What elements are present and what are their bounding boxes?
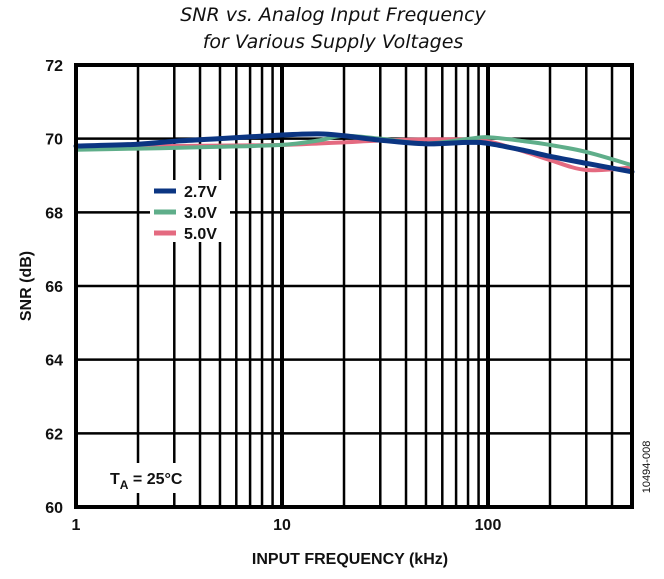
annotation-text: TA = 25°C bbox=[110, 471, 183, 492]
y-axis-label: SNR (dB) bbox=[18, 251, 35, 321]
legend: 2.7V 3.0V 5.0V bbox=[150, 180, 230, 243]
chart-title-line-2: for Various Supply Voltages bbox=[203, 31, 464, 53]
x-tick-label: 1 bbox=[72, 517, 81, 534]
chart-title-line-1: SNR vs. Analog Input Frequency bbox=[180, 4, 486, 26]
series-group bbox=[73, 131, 635, 175]
series-line-2-7v bbox=[73, 131, 635, 175]
figure-id: 10494-008 bbox=[641, 441, 653, 494]
x-tick-label: 100 bbox=[475, 517, 502, 534]
y-tick-label: 64 bbox=[45, 353, 63, 370]
y-tick-label: 70 bbox=[45, 132, 63, 149]
temperature-annotation: TA = 25°C bbox=[103, 463, 195, 493]
legend-label: 5.0V bbox=[184, 226, 217, 243]
legend-label: 3.0V bbox=[184, 205, 217, 222]
y-tick-label: 62 bbox=[45, 426, 63, 443]
annotation-main: T bbox=[110, 471, 120, 488]
plot-frame bbox=[74, 63, 634, 509]
y-tick-label: 60 bbox=[45, 500, 63, 517]
y-tick-label: 68 bbox=[45, 205, 63, 222]
x-tick-labels: 1 10 100 bbox=[72, 517, 502, 534]
x-tick-label: 10 bbox=[273, 517, 291, 534]
grid bbox=[76, 65, 634, 507]
x-axis-label: INPUT FREQUENCY (kHz) bbox=[252, 551, 448, 568]
y-tick-label: 72 bbox=[45, 58, 63, 75]
legend-label: 2.7V bbox=[184, 184, 217, 201]
annotation-suffix: = 25°C bbox=[128, 471, 182, 488]
annotation-background bbox=[103, 463, 195, 493]
y-tick-label: 66 bbox=[45, 279, 63, 296]
annotation-subscript: A bbox=[120, 478, 129, 492]
y-tick-labels: 60 62 64 66 68 70 72 bbox=[45, 58, 63, 517]
